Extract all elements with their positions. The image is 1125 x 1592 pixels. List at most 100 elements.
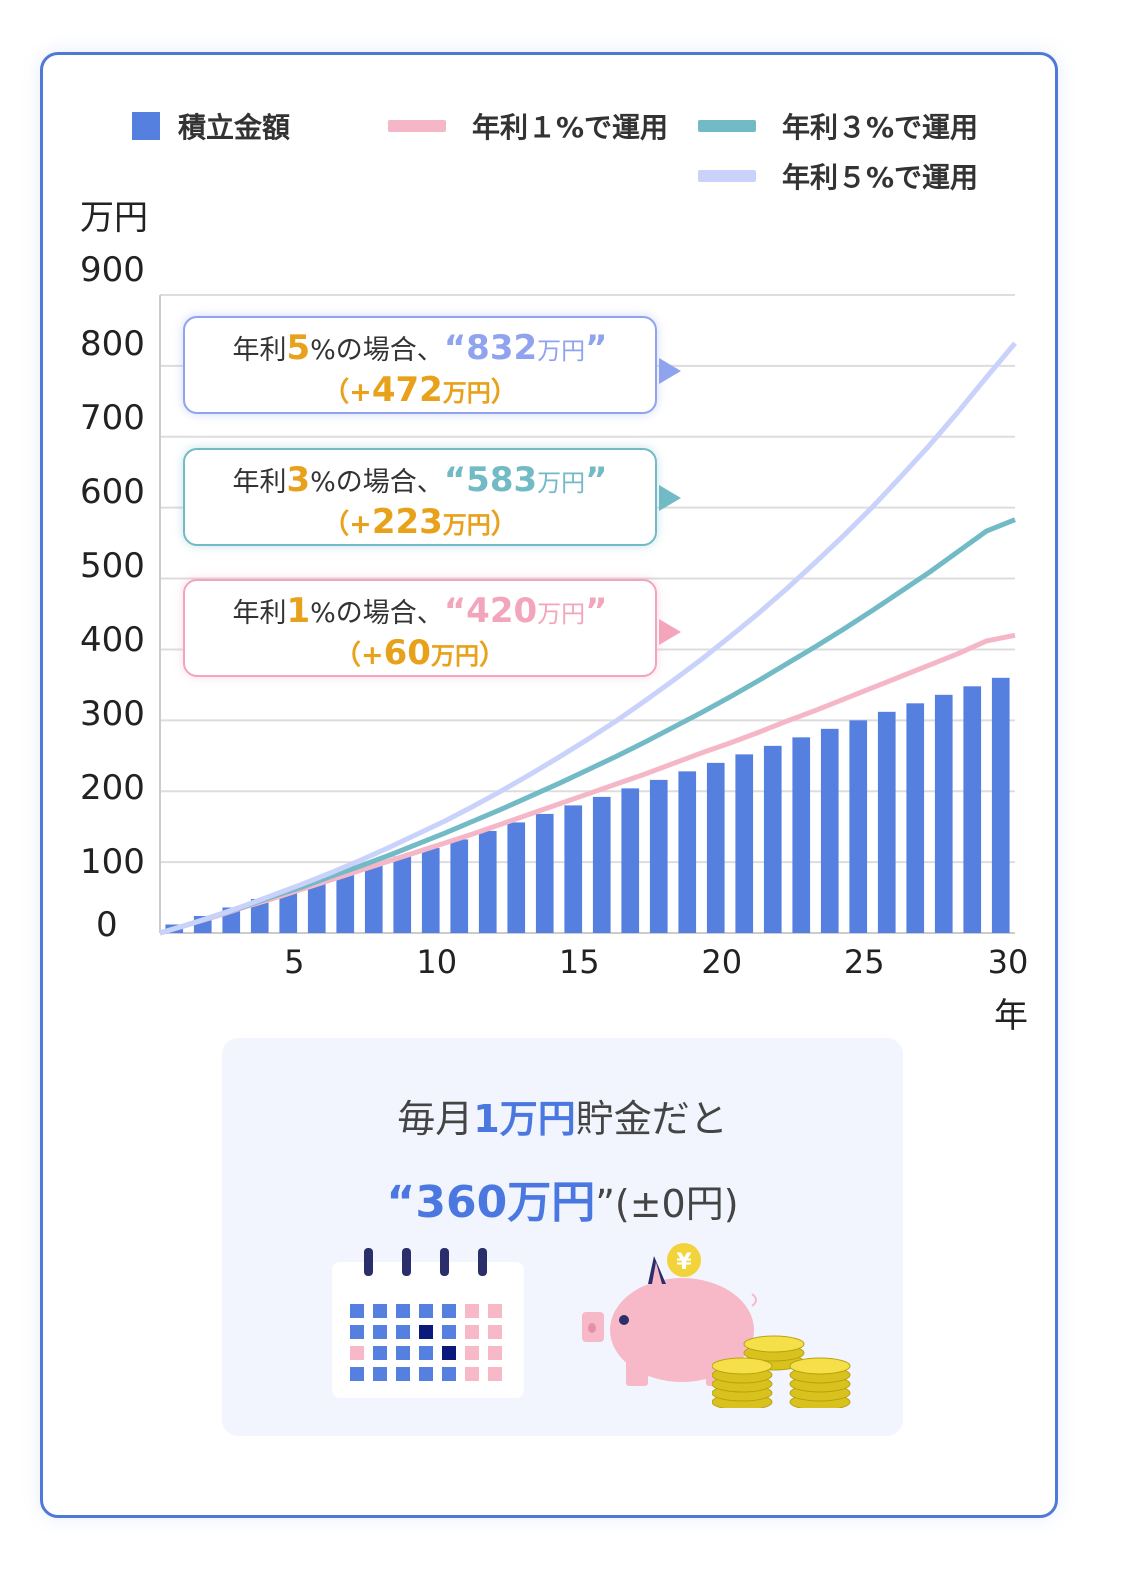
legend-rate3-swatch — [698, 120, 756, 132]
y-tick-label: 200 — [80, 768, 145, 808]
legend-rate5-swatch — [698, 170, 756, 182]
calendar-day — [465, 1346, 479, 1360]
x-tick-label: 5 — [284, 943, 305, 981]
bar — [849, 720, 868, 933]
series-line — [159, 341, 1017, 936]
bar — [991, 677, 1010, 933]
bar — [621, 788, 640, 933]
piggy-bank-icon: ¥ — [582, 1243, 757, 1386]
calendar-day — [373, 1346, 387, 1360]
calendar-day — [465, 1367, 479, 1381]
summary-total-note: ”(±0円) — [595, 1182, 739, 1226]
calendar-day — [350, 1367, 364, 1381]
calendar-day — [488, 1325, 502, 1339]
calendar-day — [350, 1304, 364, 1318]
calendar-day — [488, 1367, 502, 1381]
bar — [564, 805, 583, 933]
callout-rate-5: 年利5%の場合、“832万円” （+472万円） — [183, 316, 657, 414]
bar — [279, 890, 298, 933]
bar — [906, 703, 925, 933]
calendar-day — [419, 1325, 433, 1339]
calendar-day — [442, 1367, 456, 1381]
bar — [421, 847, 440, 933]
callout-arrow — [659, 485, 681, 511]
callout-headline: 年利3%の場合、“583万円” — [232, 460, 608, 500]
legend-rate1-swatch — [388, 120, 446, 132]
coin-stack-icon — [712, 1335, 851, 1408]
x-tick-label: 20 — [701, 943, 743, 981]
y-tick-label: 600 — [80, 472, 145, 512]
calendar-day — [373, 1367, 387, 1381]
bar — [478, 830, 497, 933]
bar — [763, 745, 782, 933]
calendar-day — [350, 1346, 364, 1360]
calendar-day — [396, 1304, 410, 1318]
summary-line-1: 毎月1万円貯金だと — [222, 1088, 903, 1143]
callout-rate-1: 年利1%の場合、“420万円” （+60万円） — [183, 579, 657, 677]
y-tick-label: 300 — [80, 694, 145, 734]
bar — [507, 822, 526, 933]
summary-monthly-amount: 1万円 — [473, 1097, 576, 1141]
callout-headline: 年利5%の場合、“832万円” — [232, 328, 608, 368]
y-tick-label: 900 — [80, 250, 145, 290]
legend-savings-swatch — [132, 112, 160, 140]
calendar-day — [488, 1304, 502, 1318]
callout-arrow — [659, 619, 681, 645]
x-axis-unit: 年 — [994, 996, 1028, 1036]
callout-difference: （+60万円） — [334, 633, 506, 673]
calendar-day — [442, 1346, 456, 1360]
y-tick-label: 500 — [80, 546, 145, 586]
series-line — [159, 517, 1016, 936]
callout-difference: （+472万円） — [322, 370, 518, 410]
y-tick-label: 800 — [80, 324, 145, 364]
bar — [963, 686, 982, 933]
bar — [592, 796, 611, 933]
summary-post: 貯金だと — [575, 1097, 728, 1141]
calendar-icon — [332, 1248, 524, 1398]
y-tick-label: 0 — [96, 905, 118, 945]
x-tick-label: 10 — [416, 943, 458, 981]
yen-symbol: ¥ — [676, 1250, 692, 1275]
bar — [649, 779, 668, 933]
chart-plot — [159, 294, 1017, 936]
legend-rate1: 年利１%で運用 — [388, 106, 668, 146]
calendar-day — [373, 1304, 387, 1318]
calendar-day — [373, 1325, 387, 1339]
summary-panel: 毎月1万円貯金だと “360万円”(±0円) ¥ — [222, 1038, 903, 1436]
y-tick-label: 700 — [80, 398, 145, 438]
y-tick-label: 400 — [80, 620, 145, 660]
bar — [450, 839, 469, 933]
calendar-day — [442, 1304, 456, 1318]
bar — [364, 864, 383, 933]
bar — [307, 881, 326, 933]
calendar-day — [419, 1367, 433, 1381]
coin — [712, 1357, 773, 1375]
calendar-day — [488, 1346, 502, 1360]
legend-savings-label: 積立金額 — [178, 111, 291, 144]
y-axis-unit: 万円 — [80, 198, 148, 238]
legend-rate3-label: 年利３%で運用 — [782, 111, 979, 144]
calendar-day — [419, 1304, 433, 1318]
callout-difference: （+223万円） — [322, 502, 518, 542]
summary-pre: 毎月 — [397, 1097, 474, 1141]
calendar-day — [442, 1325, 456, 1339]
calendar-day — [465, 1304, 479, 1318]
calendar-day — [465, 1325, 479, 1339]
legend-rate5: 年利５%で運用 — [698, 156, 978, 196]
bar — [250, 898, 269, 933]
x-tick-label: 30 — [987, 943, 1029, 981]
bar — [735, 754, 754, 933]
legend-rate3: 年利３%で運用 — [698, 106, 978, 146]
x-tick-label: 15 — [558, 943, 600, 981]
calendar-day — [419, 1346, 433, 1360]
legend-rate5-label: 年利５%で運用 — [782, 161, 979, 194]
y-tick-label: 100 — [80, 842, 145, 882]
bar — [336, 873, 355, 933]
calendar-day — [350, 1325, 364, 1339]
summary-quote-open: “ — [386, 1177, 416, 1228]
bar — [706, 762, 725, 933]
bar — [820, 728, 839, 933]
bar — [934, 694, 953, 933]
callout-arrow — [659, 358, 681, 384]
bar — [535, 813, 554, 933]
